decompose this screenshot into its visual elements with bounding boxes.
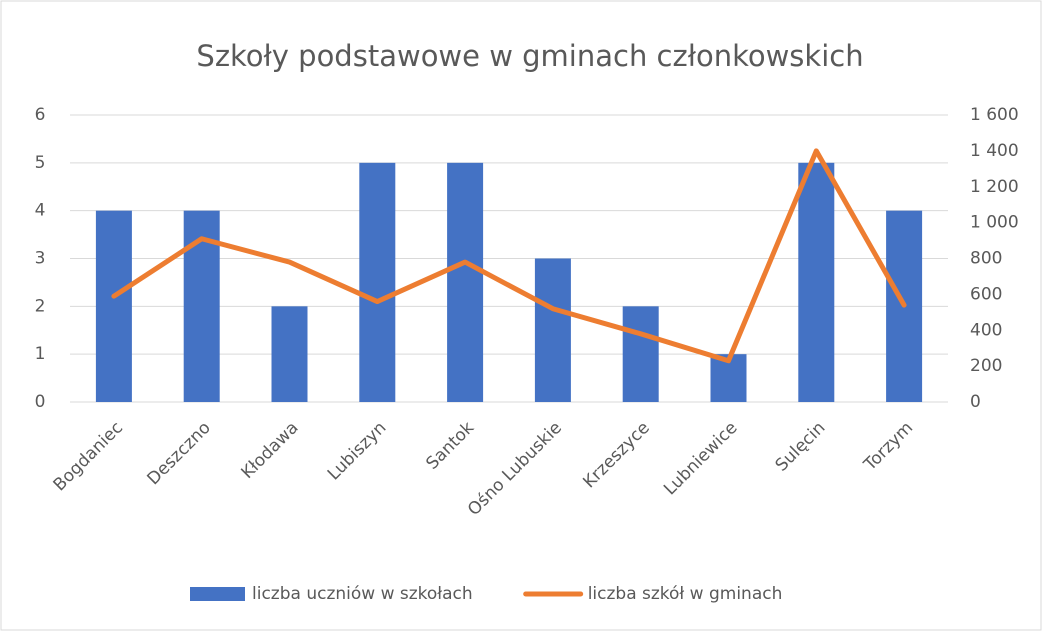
chart-title: Szkoły podstawowe w gminach członkowskic… (196, 39, 863, 73)
bar (95, 210, 132, 402)
y2-tick-label: 600 (970, 284, 1002, 304)
legend-swatch (190, 587, 245, 601)
y2-tick-label: 800 (970, 249, 1002, 269)
bar (534, 258, 571, 402)
y-tick-label: 4 (35, 201, 46, 221)
y2-tick-label: 1 200 (970, 177, 1019, 197)
y2-tick-label: 200 (970, 356, 1002, 376)
legend-label: liczba uczniów w szkołach (252, 584, 473, 604)
y2-tick-label: 0 (970, 392, 981, 412)
legend-label: liczba szkół w gminach (588, 584, 783, 604)
bar (798, 162, 835, 402)
y2-tick-label: 400 (970, 320, 1002, 340)
bar (359, 162, 396, 402)
y2-tick-label: 1 000 (970, 213, 1019, 233)
y2-tick-label: 1 400 (970, 141, 1019, 161)
y-tick-label: 0 (35, 392, 46, 412)
y-tick-label: 1 (35, 344, 46, 364)
y-tick-label: 3 (35, 249, 46, 269)
y-tick-label: 5 (35, 153, 46, 173)
bar (271, 306, 308, 402)
y-tick-label: 6 (35, 105, 46, 125)
bar (447, 162, 484, 402)
y2-tick-label: 1 600 (970, 105, 1019, 125)
bar (622, 306, 659, 402)
y-tick-label: 2 (35, 296, 46, 316)
line (111, 148, 907, 364)
